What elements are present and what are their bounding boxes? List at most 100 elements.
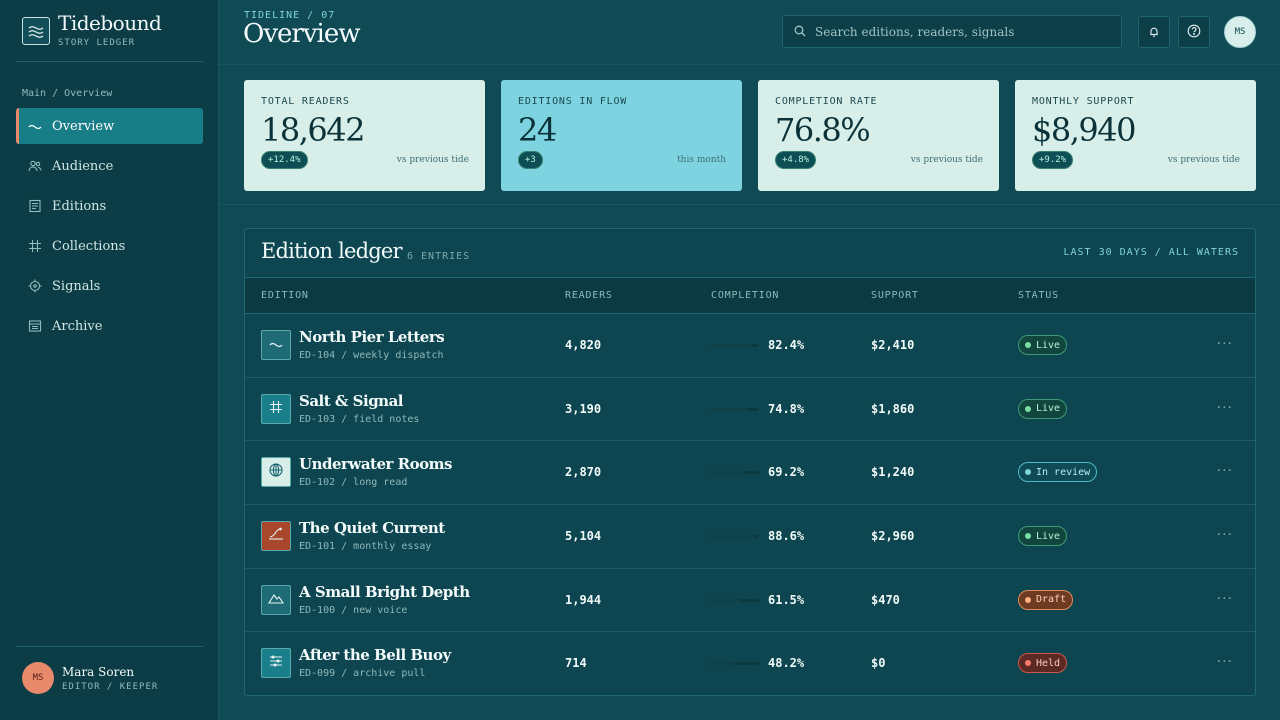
readers-cell: 4,820 [565,338,602,352]
ledger-filter[interactable]: LAST 30 DAYS / ALL WATERS [1063,247,1239,258]
sidebar-item-overview[interactable]: Overview [16,108,203,144]
user-name: Mara Soren [62,664,135,679]
document-icon [28,199,42,213]
completion-cell: 88.6% [768,529,805,544]
edition-thumbnail [261,584,291,615]
readers-cell: 714 [565,656,587,671]
more-options-icon[interactable]: ··· [1216,399,1233,416]
user-profile[interactable]: MS Mara Soren EDITOR / KEEPER [22,662,158,694]
wave-icon [269,336,283,355]
stat-label: EDITIONS IN FLOW [518,96,628,107]
stat-note: vs previous tide [1167,155,1240,165]
avatar[interactable]: MS [1224,16,1256,48]
completion-bar [711,344,759,347]
table-row[interactable]: Salt & Signal ED-103 / field notes 3,190… [245,378,1255,442]
search-box[interactable] [782,15,1122,48]
edition-ledger: Edition ledger 6 ENTRIES LAST 30 DAYS / … [244,228,1256,696]
completion-bar [711,598,759,602]
status-badge: Held [1018,653,1068,674]
sidebar-item-label: Signals [52,278,101,294]
sidebar-item-label: Archive [52,318,103,334]
column-header-completion[interactable]: COMPLETION [711,290,780,301]
support-cell: $1,240 [871,465,915,480]
edition-thumbnail [261,457,291,488]
column-header-readers[interactable]: READERS [565,290,613,301]
search-input[interactable] [815,24,1105,39]
target-icon [28,279,42,293]
column-header-support[interactable]: SUPPORT [871,290,919,301]
table-row[interactable]: Underwater Rooms ED-102 / long read 2,87… [245,441,1255,506]
stat-card-editions-in-flow[interactable]: EDITIONS IN FLOW 24 +3 this month [501,80,742,191]
sidebar-item-editions[interactable]: Editions [16,188,203,224]
sidebar-nav: Overview Audience Editions Collections Signa… [16,108,203,348]
completion-cell: 74.8% [768,401,805,416]
stat-card-monthly-support[interactable]: MONTHLY SUPPORT $8,940 +9.2% vs previous… [1015,80,1256,191]
status-badge: Live [1018,398,1068,419]
table-header: EDITION READERS COMPLETION SUPPORT STATU… [245,277,1255,314]
sidebar-item-label: Editions [52,198,107,214]
completion-cell: 82.4% [768,338,805,352]
status-badge: Live [1018,335,1068,355]
completion-cell: 48.2% [768,656,805,671]
archive-icon [28,319,42,333]
stat-card-total-readers[interactable]: TOTAL READERS 18,642 +12.4% vs previous … [244,80,485,191]
brand[interactable]: Tidebound STORY LEDGER [22,11,162,48]
delta-badge: +9.2% [1032,151,1074,169]
stat-note: this month [677,155,726,165]
status-label: Draft [1036,594,1067,606]
sidebar-item-signals[interactable]: Signals [16,268,203,304]
status-dot [1025,342,1031,348]
stat-value: 76.8% [775,111,871,149]
more-options-icon[interactable]: ··· [1216,527,1233,544]
column-header-edition[interactable]: EDITION [261,290,309,301]
sidebar-item-audience[interactable]: Audience [16,148,203,184]
edition-name[interactable]: Salt & Signal [299,391,404,410]
stat-value: 18,642 [261,111,365,149]
globe-icon [268,462,284,482]
sidebar-item-collections[interactable]: Collections [16,228,203,264]
edition-name[interactable]: The Quiet Current [299,519,445,538]
divider [219,64,1280,65]
avatar: MS [22,662,54,694]
table-row[interactable]: The Quiet Current ED-101 / monthly essay… [245,505,1255,569]
readers-cell: 3,190 [565,401,602,416]
status-dot [1025,469,1031,476]
edition-name[interactable]: After the Bell Buoy [299,646,451,665]
sidebar-item-archive[interactable]: Archive [16,308,203,344]
completion-bar-fill [711,471,745,475]
more-options-icon[interactable]: ··· [1216,590,1233,607]
completion-bar-fill [711,535,754,539]
completion-cell: 69.2% [768,465,805,480]
more-options-icon[interactable]: ··· [1216,654,1233,671]
status-dot [1025,596,1031,603]
completion-bar-fill [711,598,741,602]
help-icon [1187,23,1201,42]
divider [16,646,203,647]
table-row[interactable]: After the Bell Buoy ED-099 / archive pul… [245,632,1255,695]
sliders-icon [267,652,285,674]
brand-title: Tidebound [58,11,162,35]
bell-icon [1148,23,1160,42]
stat-note: vs previous tide [396,155,469,165]
user-role: EDITOR / KEEPER [62,681,159,692]
delta-badge: +3 [518,151,543,169]
support-cell: $1,860 [871,401,915,416]
stat-card-completion-rate[interactable]: COMPLETION RATE 76.8% +4.8% vs previous … [758,80,999,191]
status-badge: In review [1018,462,1098,483]
help-button[interactable] [1178,16,1210,48]
wave-icon [28,119,42,133]
table-row[interactable]: North Pier Letters ED-104 / weekly dispa… [245,314,1255,378]
status-badge: Live [1018,526,1068,547]
stat-note: vs previous tide [910,155,983,165]
status-badge: Draft [1018,589,1074,610]
edition-name[interactable]: North Pier Letters [299,328,445,346]
edition-thumbnail [261,330,291,360]
edition-name[interactable]: A Small Bright Depth [299,582,470,601]
edition-name[interactable]: Underwater Rooms [299,455,452,474]
more-options-icon[interactable]: ··· [1216,336,1233,352]
notifications-button[interactable] [1138,16,1170,48]
completion-bar-fill [711,407,747,411]
table-row[interactable]: A Small Bright Depth ED-100 / new voice … [245,569,1255,633]
more-options-icon[interactable]: ··· [1216,463,1233,480]
column-header-status[interactable]: STATUS [1018,290,1059,301]
